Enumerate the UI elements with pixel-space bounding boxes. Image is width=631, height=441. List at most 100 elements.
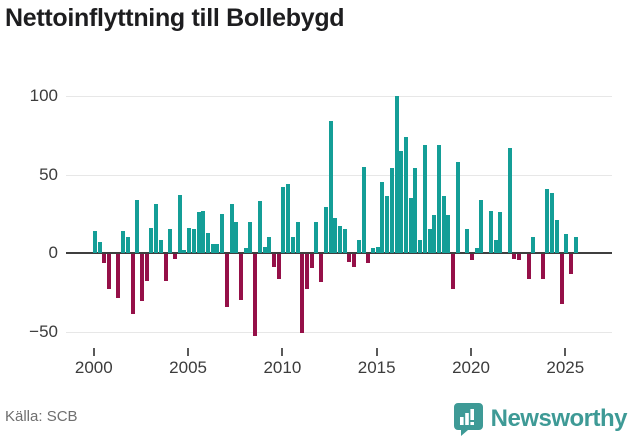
bar-positive — [154, 204, 159, 253]
bar-positive — [229, 204, 234, 253]
x-axis-tick — [564, 348, 567, 356]
bar-positive — [418, 240, 423, 253]
newsworthy-logo: Newsworthy — [453, 401, 628, 437]
bar-positive — [361, 166, 366, 253]
bar-positive — [290, 237, 295, 253]
bar-positive — [380, 182, 385, 253]
bar-positive — [267, 237, 272, 253]
x-axis-label: 2005 — [169, 358, 207, 377]
bar-positive — [187, 227, 192, 253]
bar-negative — [470, 254, 474, 261]
x-axis-tick — [92, 348, 95, 356]
bar-positive — [554, 220, 559, 253]
bar-positive — [498, 212, 503, 253]
bar-negative — [517, 254, 522, 261]
bar-positive — [210, 243, 215, 253]
bar-positive — [342, 229, 347, 253]
bar-negative — [347, 254, 352, 262]
bar-positive — [531, 237, 536, 253]
bar-negative — [253, 254, 258, 336]
x-axis-tick — [187, 348, 190, 356]
bar-positive — [455, 161, 460, 253]
bar-positive — [413, 168, 418, 253]
x-axis-tick — [375, 348, 378, 356]
bar-positive — [191, 229, 196, 253]
bar-positive — [550, 193, 555, 253]
y-gridline — [66, 331, 612, 333]
x-axis-label: 2010 — [263, 358, 302, 377]
bar-positive — [375, 246, 380, 253]
bar-positive — [399, 150, 404, 253]
bar-negative — [569, 254, 573, 275]
y-axis-label: 0 — [48, 243, 58, 262]
bar-positive — [545, 188, 550, 253]
bar-negative — [559, 254, 564, 305]
newsworthy-wordmark: Newsworthy — [490, 405, 628, 432]
bar-positive — [121, 231, 126, 253]
bar-positive — [323, 207, 328, 253]
bar-positive — [196, 212, 201, 253]
bar-negative — [144, 254, 149, 281]
bar-positive — [182, 249, 187, 253]
source-label: Källa: SCB — [5, 408, 78, 425]
y-axis-label: −50 — [29, 321, 58, 341]
bar-positive — [205, 232, 210, 253]
bar-positive — [432, 215, 437, 253]
bar-positive — [394, 96, 399, 253]
bar-positive — [168, 229, 173, 253]
bar-chart-speech-bubble-icon — [453, 402, 484, 436]
bar-positive — [125, 237, 130, 253]
page-title: Nettoinflyttning till Bollebygd — [5, 4, 345, 32]
bar-positive — [220, 213, 225, 253]
bar-negative — [319, 254, 324, 283]
bar-positive — [356, 240, 361, 253]
bar-positive — [281, 187, 286, 253]
x-axis-label: 2020 — [452, 358, 490, 377]
x-axis-label: 2025 — [546, 358, 585, 377]
y-axis-label: 100 — [29, 86, 58, 105]
bar-negative — [276, 254, 281, 280]
bar-negative — [300, 254, 305, 333]
x-axis-tick — [281, 348, 284, 356]
bar-negative — [224, 254, 229, 308]
bar-positive — [286, 183, 291, 253]
bar-negative — [512, 254, 517, 259]
bar-positive — [201, 210, 206, 253]
bar-negative — [352, 254, 357, 267]
bar-positive — [257, 201, 262, 253]
bar-positive — [573, 237, 578, 253]
bar-positive — [92, 231, 97, 253]
bar-positive — [389, 168, 394, 253]
bar-negative — [309, 254, 314, 269]
y-gridline — [66, 96, 612, 97]
bar-positive — [248, 221, 253, 253]
x-axis-label: 2000 — [74, 358, 113, 377]
bar-positive — [564, 234, 569, 253]
bar-negative — [238, 254, 243, 300]
bar-positive — [158, 240, 163, 253]
bar-negative — [172, 254, 177, 259]
bar-negative — [271, 254, 276, 267]
bar-positive — [243, 248, 248, 253]
bar-positive — [507, 147, 512, 253]
zero-line — [66, 252, 612, 254]
bar-positive — [422, 144, 427, 253]
bar-positive — [97, 242, 102, 253]
x-axis-label: 2015 — [357, 358, 396, 377]
bar-positive — [465, 229, 470, 253]
bar-positive — [436, 144, 441, 253]
bar-positive — [403, 136, 408, 253]
bar-negative — [130, 254, 135, 314]
bar-positive — [215, 243, 220, 253]
bar-positive — [234, 221, 239, 253]
bar-negative — [102, 254, 107, 264]
bar-positive — [441, 196, 446, 253]
bar-positive — [427, 229, 432, 253]
y-axis-label: 50 — [39, 164, 58, 184]
bar-negative — [116, 254, 121, 298]
bar-positive — [479, 199, 484, 253]
bar-positive — [474, 248, 479, 253]
bar-positive — [385, 196, 390, 253]
bar-positive — [314, 221, 319, 253]
